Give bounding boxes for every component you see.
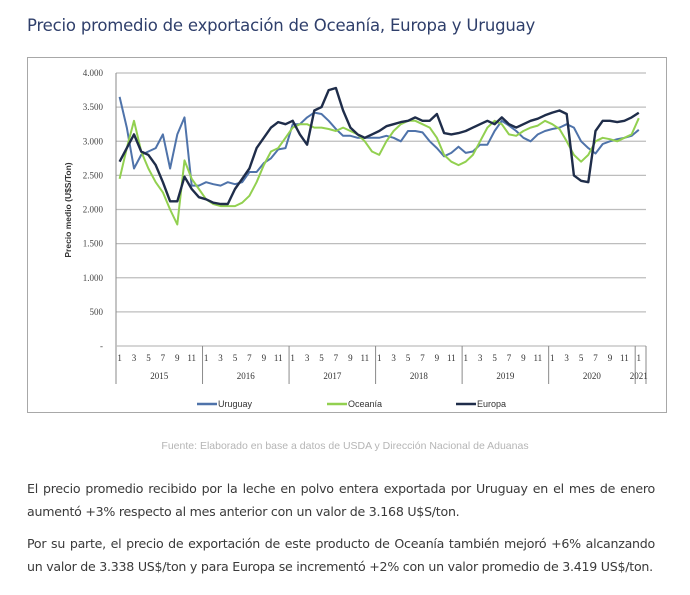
series-line-europa [118,86,640,206]
x-tick-label: 5 [492,353,497,363]
year-label: 2015 [150,371,169,381]
x-tick-label: 7 [507,353,512,363]
chart-frame [27,57,667,413]
paragraph-uruguay: El precio promedio recibido por la leche… [27,481,655,519]
year-label: 2021 [630,371,648,381]
x-tick-label: 9 [608,353,613,363]
x-tick-label: 9 [348,353,353,363]
x-tick-label: 1 [204,353,209,363]
year-label: 2019 [496,371,515,381]
x-tick-label: 7 [420,353,425,363]
x-tick-label: 1 [550,353,555,363]
x-tick-label: 7 [247,353,252,363]
gridlines [116,72,646,313]
x-tick-label: 3 [305,353,310,363]
x-tick-label: 3 [132,353,137,363]
x-tick-label: 11 [274,353,283,363]
legend: Uruguay Oceanía Europa [197,399,506,409]
y-axis-label: Precio medio (U$S/Ton) [63,162,73,257]
year-label: 2020 [583,371,602,381]
x-tick-label: 11 [620,353,629,363]
x-tick-label: 7 [334,353,339,363]
year-label: 2016 [237,371,256,381]
legend-label: Uruguay [218,399,253,409]
source-caption: Fuente: Elaborado en base a datos de USD… [161,440,529,452]
year-label: 2018 [410,371,429,381]
series-line-uruguay [118,96,640,187]
legend-label: Oceanía [348,399,382,409]
series-line-oceana [118,117,640,226]
x-tick-label: 9 [175,353,180,363]
y-tick-label: 2.500 [83,170,104,180]
paragraph-oceania-europa: Por su parte, el precio de exportación d… [27,536,655,574]
x-tick-label: 3 [478,353,483,363]
x-tick-label: 9 [521,353,526,363]
x-tick-label: 7 [593,353,598,363]
x-tick-label: 1 [290,353,295,363]
y-tick-label: 3.500 [83,102,104,112]
x-tick-label: 5 [406,353,411,363]
x-tick-label: 5 [233,353,238,363]
x-tick-label: 3 [564,353,569,363]
y-axis-ticks: - 500 1.000 1.500 2.000 2.500 3.000 3.500 4.000 [83,68,104,351]
y-tick-label: 1.500 [83,239,104,249]
x-tick-label: 11 [447,353,456,363]
x-tick-label: 5 [146,353,151,363]
line-chart: -5001.0001.5002.0002.5003.0003.5004.000 … [63,68,648,409]
x-tick-label: 3 [391,353,396,363]
x-tick-label: 1 [463,353,468,363]
y-tick-label: 500 [90,307,104,317]
x-tick-label: 11 [187,353,196,363]
page-title: Precio promedio de exportación de Oceaní… [27,16,536,35]
y-tick-label: 2.000 [83,205,104,215]
x-tick-label: 7 [161,353,166,363]
x-tick-label: 1 [637,353,642,363]
x-tick-label: 9 [262,353,267,363]
series-lines [118,86,640,226]
y-tick-label: - [100,341,103,351]
x-tick-label: 11 [534,353,543,363]
legend-label: Europa [477,399,506,409]
x-tick-label: 9 [435,353,440,363]
x-tick-label: 1 [377,353,382,363]
x-tick-label: 5 [579,353,584,363]
x-tick-label: 11 [360,353,369,363]
x-tick-label: 5 [319,353,324,363]
x-tick-label: 3 [218,353,223,363]
y-tick-label: 1.000 [83,273,104,283]
year-label: 2017 [323,371,342,381]
y-tick-label: 4.000 [83,68,104,78]
y-tick-label: 3.000 [83,136,104,146]
x-tick-label: 1 [117,353,122,363]
